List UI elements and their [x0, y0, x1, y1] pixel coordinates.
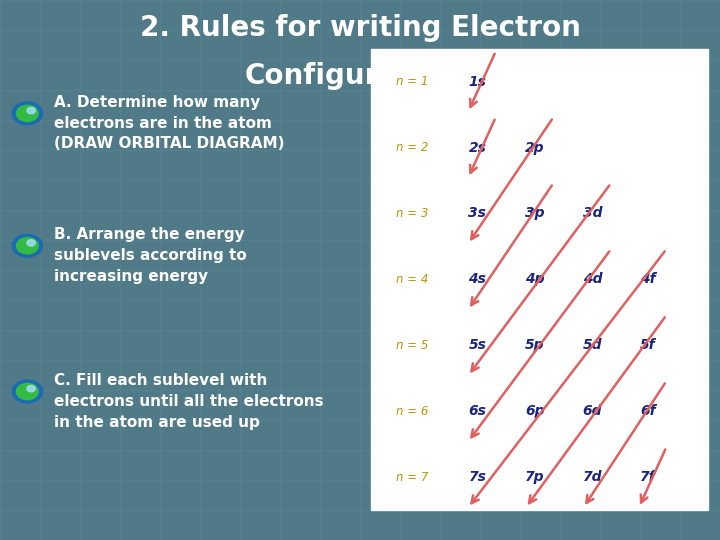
- Circle shape: [12, 380, 42, 403]
- Text: n = 7: n = 7: [397, 471, 428, 484]
- Text: 5f: 5f: [640, 339, 656, 353]
- Text: n = 4: n = 4: [397, 273, 428, 286]
- Text: C. Fill each sublevel with
electrons until all the electrons
in the atom are use: C. Fill each sublevel with electrons unt…: [54, 373, 323, 430]
- Text: 7f: 7f: [640, 470, 656, 484]
- Text: n = 1: n = 1: [397, 75, 428, 88]
- Text: 4s: 4s: [469, 273, 486, 286]
- Text: 5d: 5d: [582, 339, 603, 353]
- Text: 4d: 4d: [582, 273, 603, 286]
- Text: 2s: 2s: [469, 140, 486, 154]
- Text: 3p: 3p: [525, 206, 545, 220]
- Text: 6s: 6s: [469, 404, 486, 418]
- Text: n = 2: n = 2: [397, 141, 428, 154]
- Text: n = 6: n = 6: [397, 405, 428, 418]
- Text: 1s: 1s: [469, 75, 486, 89]
- Circle shape: [17, 383, 38, 400]
- Text: 7s: 7s: [469, 470, 486, 484]
- Circle shape: [27, 386, 35, 392]
- Text: 2p: 2p: [525, 140, 545, 154]
- Text: 5s: 5s: [469, 339, 486, 353]
- Text: n = 3: n = 3: [397, 207, 428, 220]
- Text: 3d: 3d: [582, 206, 603, 220]
- Text: 7p: 7p: [525, 470, 545, 484]
- Text: 6p: 6p: [525, 404, 545, 418]
- Bar: [371, 49, 708, 510]
- Circle shape: [12, 234, 42, 257]
- Circle shape: [12, 102, 42, 125]
- Text: 2. Rules for writing Electron: 2. Rules for writing Electron: [140, 14, 580, 42]
- Text: 4f: 4f: [640, 273, 656, 286]
- Text: 5p: 5p: [525, 339, 545, 353]
- Text: Configurations: Configurations: [244, 62, 476, 90]
- Text: B. Arrange the energy
sublevels according to
increasing energy: B. Arrange the energy sublevels accordin…: [54, 227, 247, 284]
- Circle shape: [27, 107, 35, 114]
- Circle shape: [17, 238, 38, 254]
- Text: 6d: 6d: [582, 404, 603, 418]
- Circle shape: [17, 105, 38, 122]
- Text: 4p: 4p: [525, 273, 545, 286]
- Text: A. Determine how many
electrons are in the atom
(DRAW ORBITAL DIAGRAM): A. Determine how many electrons are in t…: [54, 94, 284, 152]
- Circle shape: [27, 240, 35, 246]
- Text: 6f: 6f: [640, 404, 656, 418]
- Text: 3s: 3s: [469, 206, 486, 220]
- Text: n = 5: n = 5: [397, 339, 428, 352]
- Text: 7d: 7d: [582, 470, 603, 484]
